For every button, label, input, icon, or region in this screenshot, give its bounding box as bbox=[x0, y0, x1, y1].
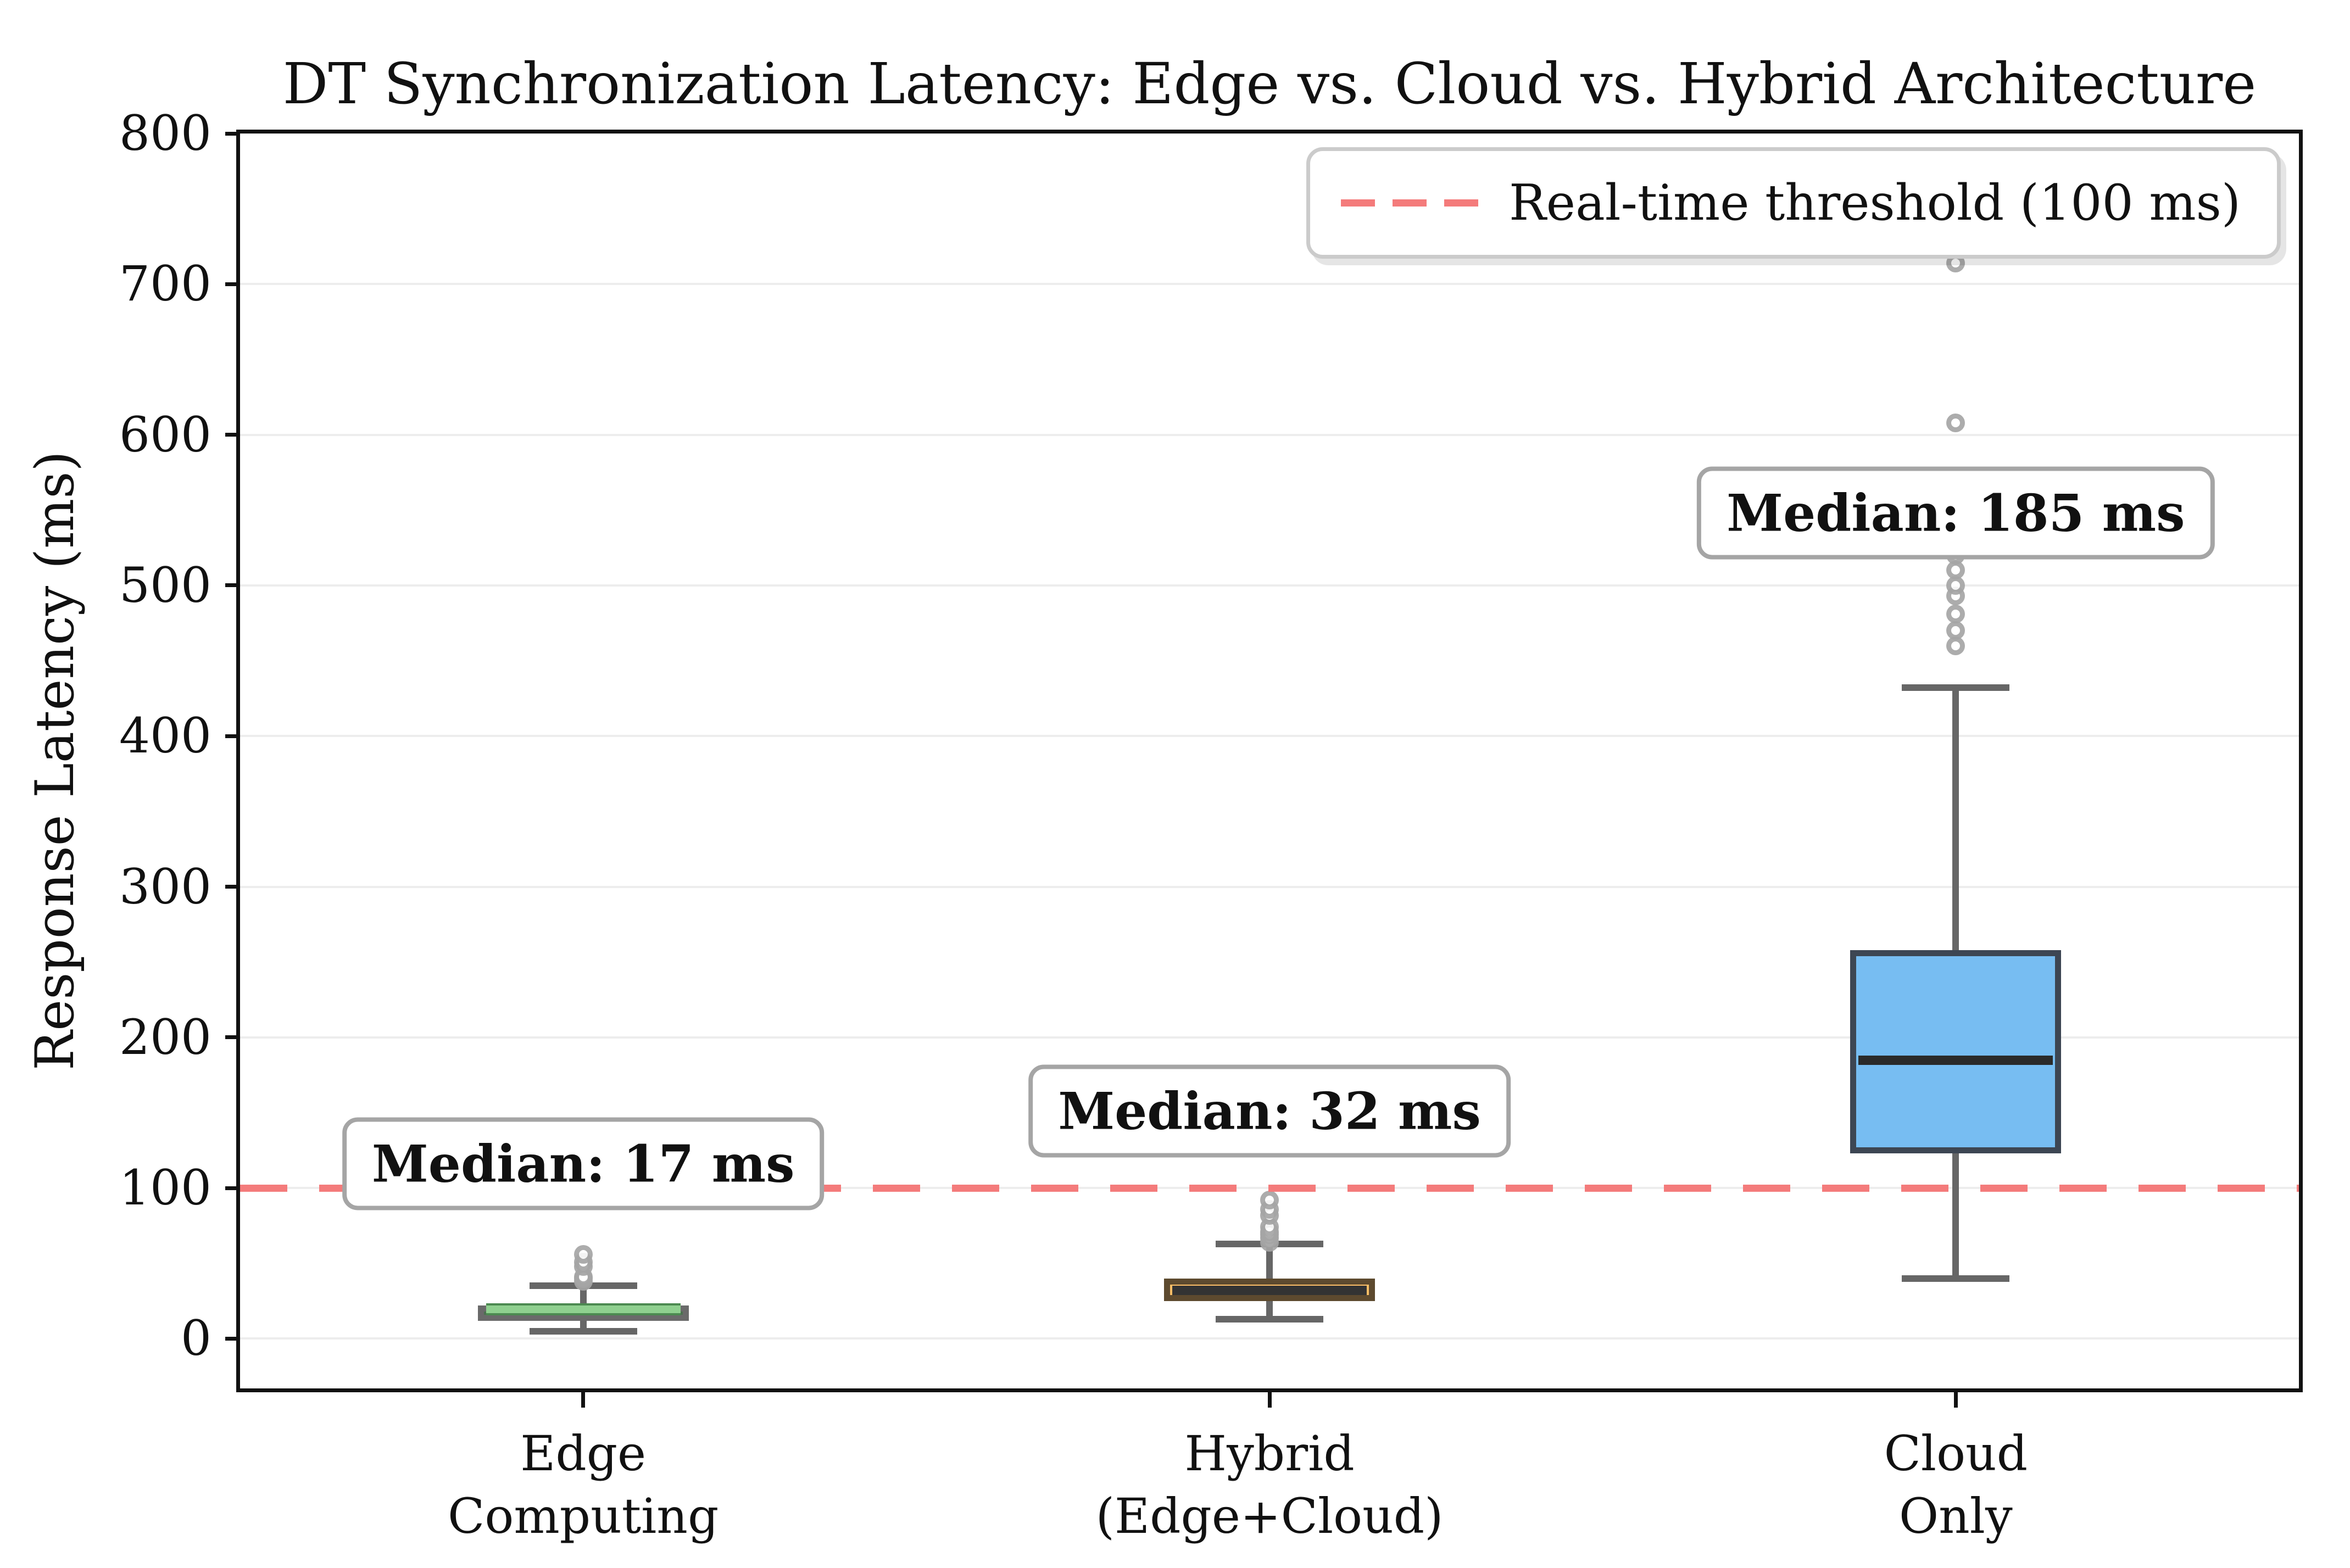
x-tick-mark-1 bbox=[1267, 1392, 1272, 1408]
y-tick-label-100: 100 bbox=[119, 1159, 211, 1217]
y-tick-label-300: 300 bbox=[119, 858, 211, 915]
x-tick-label-line: Hybrid bbox=[1184, 1425, 1355, 1482]
gridline-300 bbox=[240, 885, 2299, 888]
gridline-500 bbox=[240, 584, 2299, 587]
y-tick-mark-600 bbox=[225, 433, 240, 437]
legend-label: Real-time threshold (100 ms) bbox=[1509, 174, 2241, 232]
y-tick-label-200: 200 bbox=[119, 1008, 211, 1065]
whisker-cap-bottom-0 bbox=[529, 1327, 637, 1335]
y-tick-mark-800 bbox=[225, 131, 240, 136]
x-tick-mark-2 bbox=[1953, 1392, 1958, 1408]
median-annotation-cloud: Median: 185 ms bbox=[1697, 466, 2215, 560]
y-tick-mark-400 bbox=[225, 734, 240, 738]
gridline-800 bbox=[240, 132, 2299, 135]
outlier-point-2-608 bbox=[1946, 413, 1965, 432]
y-tick-mark-700 bbox=[225, 282, 240, 286]
gridline-200 bbox=[240, 1036, 2299, 1039]
whisker-cap-top-2 bbox=[1902, 684, 2010, 691]
y-tick-label-700: 700 bbox=[119, 255, 211, 313]
x-tick-label-1: Hybrid (Edge+Cloud) bbox=[1096, 1422, 1444, 1548]
x-tick-label-line: Cloud bbox=[1884, 1425, 2028, 1482]
box-2 bbox=[1850, 950, 2062, 1154]
y-tick-mark-300 bbox=[225, 885, 240, 889]
y-tick-mark-500 bbox=[225, 583, 240, 588]
legend: Real-time threshold (100 ms) bbox=[1306, 147, 2281, 259]
x-tick-label-line: Only bbox=[1898, 1488, 2013, 1544]
x-tick-label-2: Cloud Only bbox=[1884, 1422, 2028, 1548]
y-tick-label-600: 600 bbox=[119, 406, 211, 463]
chart-title: DT Synchronization Latency: Edge vs. Clo… bbox=[282, 51, 2257, 117]
gridline-0 bbox=[240, 1337, 2299, 1340]
y-tick-mark-100 bbox=[225, 1186, 240, 1190]
median-line-0 bbox=[486, 1303, 681, 1315]
y-tick-mark-0 bbox=[225, 1336, 240, 1341]
whisker-cap-bottom-1 bbox=[1216, 1315, 1323, 1323]
dashed-line-legend-sample bbox=[1341, 199, 1479, 207]
y-tick-label-800: 800 bbox=[119, 105, 211, 161]
median-line-2 bbox=[1858, 1055, 2053, 1065]
y-tick-label-0: 0 bbox=[181, 1310, 211, 1367]
gridline-700 bbox=[240, 283, 2299, 286]
y-tick-label-500: 500 bbox=[119, 556, 211, 613]
median-line-1 bbox=[1172, 1286, 1367, 1296]
x-tick-mark-0 bbox=[581, 1392, 586, 1408]
outlier-point-2-470 bbox=[1946, 621, 1965, 640]
median-annotation-edge: Median: 17 ms bbox=[342, 1117, 825, 1210]
y-tick-label-400: 400 bbox=[119, 707, 211, 765]
x-tick-label-line: Computing bbox=[448, 1488, 719, 1544]
outlier-point-1-92 bbox=[1260, 1191, 1279, 1210]
x-tick-label-0: Edge Computing bbox=[448, 1422, 719, 1548]
outlier-point-0-56 bbox=[573, 1245, 593, 1264]
gridline-600 bbox=[240, 433, 2299, 436]
outlier-point-2-481 bbox=[1946, 605, 1965, 624]
median-annotation-hybrid: Median: 32 ms bbox=[1028, 1064, 1511, 1158]
y-tick-mark-200 bbox=[225, 1035, 240, 1040]
whisker-cap-bottom-2 bbox=[1902, 1275, 2010, 1282]
x-tick-label-line: Edge bbox=[520, 1425, 647, 1482]
x-tick-label-line: (Edge+Cloud) bbox=[1095, 1488, 1444, 1544]
gridline-400 bbox=[240, 735, 2299, 738]
